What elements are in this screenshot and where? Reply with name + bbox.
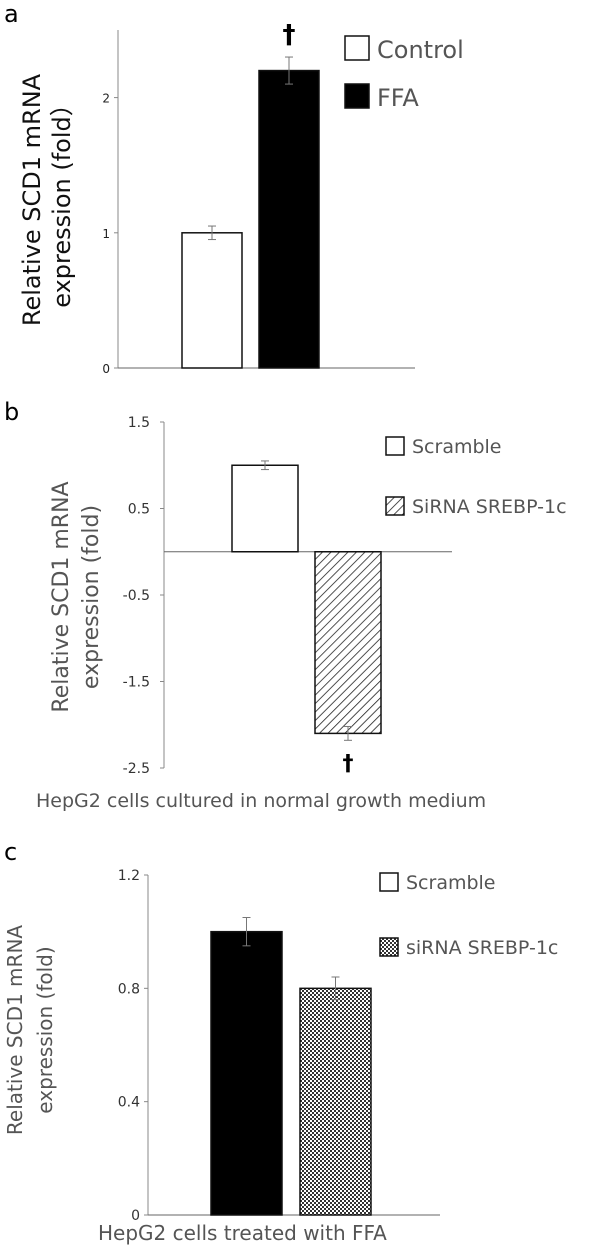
panel-c-bar (299, 987, 372, 1216)
panel-b-ytick-label: -0.5 (123, 588, 150, 604)
panel-c-legend: Scramble siRNA SREBP-1c (379, 872, 558, 959)
panel-a: a Relative SCD1 mRNA expression (fold） 0… (4, 0, 464, 376)
panel-a-ytick-label: 0 (102, 362, 110, 376)
panel-c-ticks: 0 0.4 0.8 1.2 (118, 868, 148, 1224)
panel-a-ylabel-line2: expression (fold） (48, 92, 76, 307)
panel-b: b Relative SCD1 mRNA expression (fold) 1… (4, 398, 567, 812)
panel-b-axes (163, 422, 452, 768)
panel-a-ytick-label: 1 (102, 227, 110, 241)
panel-c-legend-swatch (379, 872, 399, 892)
panel-b-ylabel: Relative SCD1 mRNA expression (fold) (49, 481, 104, 712)
panel-a-ylabel-line1: Relative SCD1 mRNA (18, 73, 46, 326)
panel-b-ylabel-line1: Relative SCD1 mRNA (49, 481, 74, 712)
panel-c-label: c (4, 838, 17, 866)
panel-a-ylabel: Relative SCD1 mRNA expression (fold） (18, 73, 76, 326)
panel-a-legend-label: FFA (377, 84, 419, 112)
panel-b-ytick-label: 1.5 (128, 415, 150, 431)
panel-b-bars: † (231, 460, 382, 776)
panel-b-xlabel: HepG2 cells cultured in normal growth me… (36, 790, 486, 812)
panel-c-bars (210, 917, 372, 1216)
panel-c-legend-swatch (379, 937, 399, 957)
panel-b-legend-label: Scramble (412, 436, 502, 458)
panel-a-bars: † (181, 20, 320, 369)
panel-b-label: b (4, 398, 19, 426)
panel-a-label: a (4, 0, 19, 28)
panel-b-bar (314, 551, 382, 735)
panel-b-ylabel-line2: expression (fold) (79, 505, 104, 689)
panel-c: c Relative SCD1 mRNA expression (fold) 0… (3, 838, 558, 1245)
panel-b-ticks: 1.5 0.5 -0.5 -1.5 -2.5 (123, 415, 164, 777)
panel-b-legend-swatch (385, 436, 405, 456)
panel-a-bar (258, 69, 320, 369)
panel-b-legend-label: SiRNA SREBP-1c (412, 496, 567, 518)
panel-a-legend-label: Control (377, 36, 464, 64)
panel-b-ytick-label: 0.5 (128, 502, 150, 518)
panel-b-bar (231, 464, 299, 553)
panel-a-legend: Control FFA (344, 35, 464, 112)
panel-a-ticks: 0 1 2 (102, 92, 118, 376)
panel-a-legend-swatch (344, 35, 370, 61)
panel-b-legend-swatch (385, 496, 405, 516)
panel-c-ylabel-line2: expression (fold) (33, 946, 57, 1113)
panel-b-ytick-label: -1.5 (123, 675, 150, 691)
panel-b-ytick-label: -2.5 (123, 761, 150, 777)
panel-a-bar (181, 232, 243, 369)
panel-c-bar (210, 930, 283, 1216)
panel-c-ytick-label: 0 (131, 1208, 140, 1224)
panel-a-significance-mark: † (283, 20, 296, 50)
panel-c-ylabel: Relative SCD1 mRNA expression (fold) (3, 925, 57, 1135)
panel-c-axes (147, 875, 440, 1216)
panel-c-ytick-label: 0.4 (118, 1095, 140, 1111)
panel-a-ytick-label: 2 (102, 92, 110, 106)
panel-c-legend-label: siRNA SREBP-1c (406, 937, 558, 959)
panel-c-ytick-label: 1.2 (118, 868, 140, 884)
panel-b-significance-mark: † (343, 751, 354, 776)
panel-b-legend: Scramble SiRNA SREBP-1c (385, 436, 567, 518)
panel-c-xlabel: HepG2 cells treated with FFA (98, 1221, 387, 1245)
panel-c-legend-label: Scramble (406, 872, 496, 894)
panel-a-legend-swatch (344, 83, 370, 109)
panel-c-ytick-label: 0.8 (118, 981, 140, 997)
panel-c-ylabel-line1: Relative SCD1 mRNA (3, 925, 27, 1135)
